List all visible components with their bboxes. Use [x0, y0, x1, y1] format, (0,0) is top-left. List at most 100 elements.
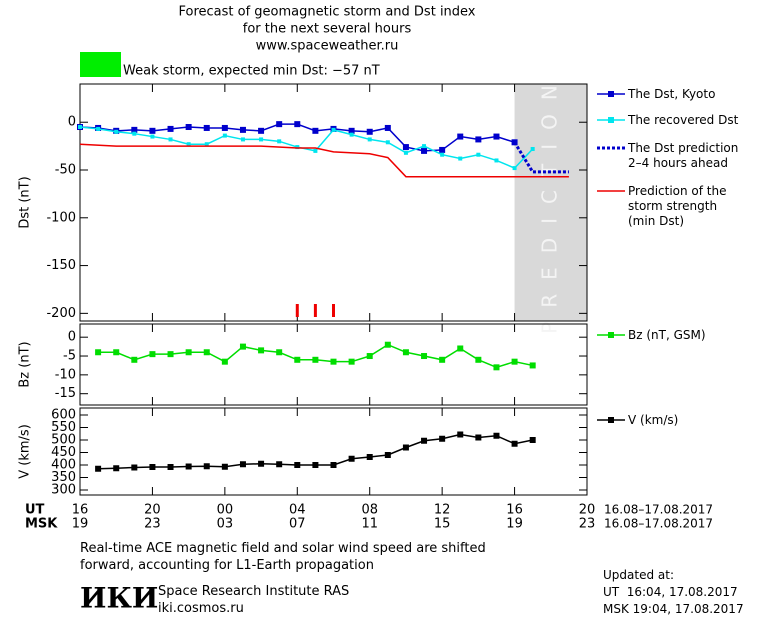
plot-frame [79, 83, 588, 322]
data-point [277, 139, 282, 144]
shade-label: PREDICTION [537, 71, 561, 334]
note: Real-time ACE magnetic field and solar w… [80, 541, 486, 573]
status-swatch [80, 52, 121, 77]
x-row-label: UT [25, 503, 45, 518]
legend-marker [608, 417, 614, 423]
data-point [348, 127, 355, 134]
data-point [149, 464, 156, 470]
data-point [313, 148, 318, 153]
data-point [221, 358, 228, 365]
y-tick-label: 500 [51, 433, 76, 448]
data-point [294, 356, 301, 363]
y-tick-label: 300 [51, 483, 76, 498]
data-point [475, 136, 482, 143]
data-point [132, 131, 137, 136]
legend-marker [608, 91, 614, 97]
x2-tick-label: 15 [434, 517, 451, 532]
y-tick-label: -50 [55, 163, 76, 178]
data-point [475, 356, 482, 363]
data-point [511, 358, 518, 365]
data-point [114, 129, 119, 134]
legend-marker [608, 332, 614, 338]
x-tick-label: 12 [434, 503, 451, 518]
data-point [167, 464, 174, 470]
y-axis-label: V (km/s) [18, 424, 33, 479]
data-point [312, 356, 319, 363]
data-point [95, 349, 102, 356]
data-point [149, 127, 156, 134]
y-tick-label: -5 [63, 349, 76, 364]
data-point [258, 127, 265, 134]
data-point [366, 454, 373, 460]
data-point [131, 464, 138, 471]
logo: ИКИ [80, 582, 158, 615]
x2-tick-label: 19 [72, 517, 89, 532]
data-point [475, 434, 482, 441]
series-line [513, 141, 569, 174]
legend-marker [608, 117, 614, 123]
data-point [295, 145, 300, 150]
data-point [131, 126, 138, 133]
data-point [512, 166, 517, 171]
y-tick-label: 600 [51, 408, 76, 423]
legend-label: Prediction of the storm strength (min Ds… [628, 184, 727, 228]
series-line [79, 143, 569, 178]
data-point [330, 358, 337, 365]
data-point [239, 343, 246, 350]
y-tick-label: 0 [68, 330, 76, 345]
data-point [457, 431, 464, 438]
data-point [239, 126, 246, 133]
data-point [150, 134, 155, 139]
series-line [98, 343, 533, 369]
y-tick-label: -200 [46, 306, 76, 321]
y-tick-label: 350 [51, 470, 76, 485]
data-point [529, 437, 536, 443]
data-point [203, 124, 210, 131]
data-point [384, 124, 391, 131]
data-point [258, 347, 265, 354]
data-point [113, 465, 120, 472]
data-point [421, 147, 428, 154]
title-line: www.spaceweather.ru [256, 39, 399, 54]
data-point [240, 137, 245, 142]
y-axis-label: Dst (nT) [18, 176, 33, 228]
data-point [421, 437, 428, 444]
plot-frame [79, 407, 588, 496]
x2-tick-label: 23 [579, 517, 596, 532]
data-point [312, 127, 319, 134]
data-point [276, 349, 283, 356]
data-point [366, 128, 373, 135]
x2-tick-label: 23 [144, 517, 161, 532]
y-tick-label: -100 [46, 210, 76, 225]
data-point [421, 353, 428, 360]
data-point [221, 124, 228, 131]
data-point [348, 455, 355, 462]
x2-tick-label: 03 [217, 517, 234, 532]
data-point [259, 137, 264, 142]
data-point [402, 349, 409, 356]
title-line: for the next several hours [243, 22, 412, 37]
data-point [96, 126, 101, 131]
x-tick-label: 00 [217, 503, 234, 518]
prediction-shade [514, 84, 587, 321]
series-line [79, 126, 534, 169]
y-axis-label: Bz (nT) [18, 341, 33, 387]
data-point [149, 351, 156, 358]
legend-label: Bz (nT, GSM) [628, 328, 706, 342]
data-point [203, 463, 210, 470]
data-point [457, 133, 464, 140]
data-point [511, 440, 518, 447]
institute: Space Research Institute RAS [158, 584, 350, 599]
data-point [204, 142, 209, 147]
x-tick-label: 16 [72, 503, 89, 518]
x2-tick-label: 07 [289, 517, 306, 532]
y-tick-label: -150 [46, 258, 76, 273]
date-range: 16.08–17.08.2017 [604, 503, 713, 517]
data-point [330, 462, 337, 468]
data-point [348, 358, 355, 365]
data-point [239, 461, 246, 468]
data-point [167, 351, 174, 358]
data-point [422, 144, 427, 149]
